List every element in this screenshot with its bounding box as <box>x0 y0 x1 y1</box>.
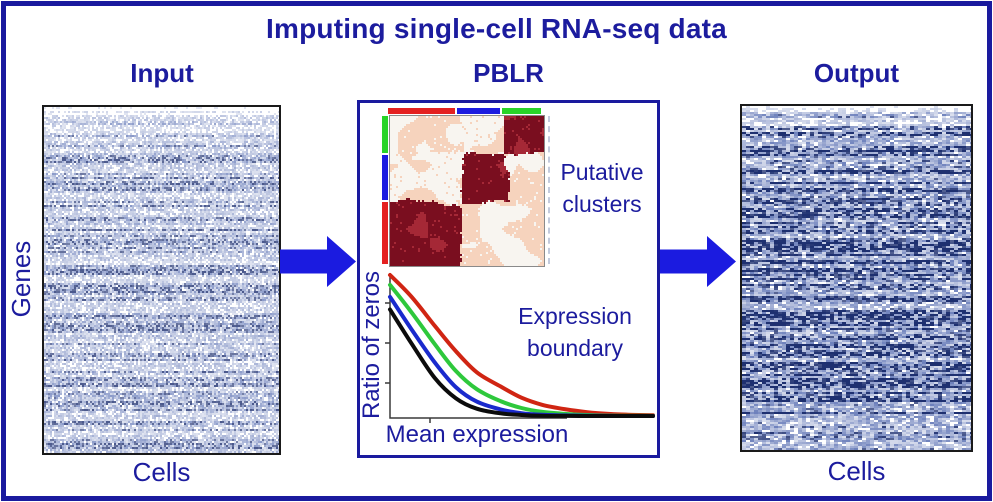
arrow-right-icon <box>280 236 356 287</box>
figure-title: Imputing single-cell RNA-seq data <box>266 13 727 44</box>
mean-expression-axis-label: Mean expression <box>385 421 569 448</box>
ratio-of-zeros-axis-label: Ratio of zeros <box>358 270 385 420</box>
similarity-heatmap <box>389 115 545 267</box>
cluster-bar-segment-cluster-red <box>388 108 456 114</box>
output-panel-header: Output <box>813 58 900 88</box>
pblr-panel-header: PBLR <box>473 58 544 88</box>
row-cluster-colorbar <box>382 116 388 264</box>
curve-boundary-black <box>388 307 655 418</box>
column-cluster-colorbar <box>388 108 541 114</box>
putative-clusters-caption: Putative clusters <box>560 159 644 217</box>
expression-boundary-plot <box>385 273 655 423</box>
input-cells-axis-label: Cells <box>132 457 191 487</box>
input-panel-header: Input <box>130 58 194 88</box>
expression-boundary-caption: Expression boundary <box>518 303 632 361</box>
cluster-bar-segment-cluster-green <box>382 116 388 154</box>
heatmap-dashed-guide <box>548 116 550 264</box>
arrow-right-icon <box>660 236 736 287</box>
plot-axes <box>385 273 567 423</box>
output-cells-axis-label: Cells <box>827 456 886 486</box>
output-imputed-matrix <box>740 104 973 452</box>
cluster-bar-segment-cluster-red <box>382 202 388 264</box>
cluster-bar-segment-cluster-blue <box>457 108 501 114</box>
cluster-bar-segment-cluster-blue <box>382 155 388 201</box>
input-expression-matrix <box>42 105 281 455</box>
cluster-bar-segment-cluster-green <box>502 108 541 114</box>
genes-axis-label: Genes <box>6 240 36 318</box>
